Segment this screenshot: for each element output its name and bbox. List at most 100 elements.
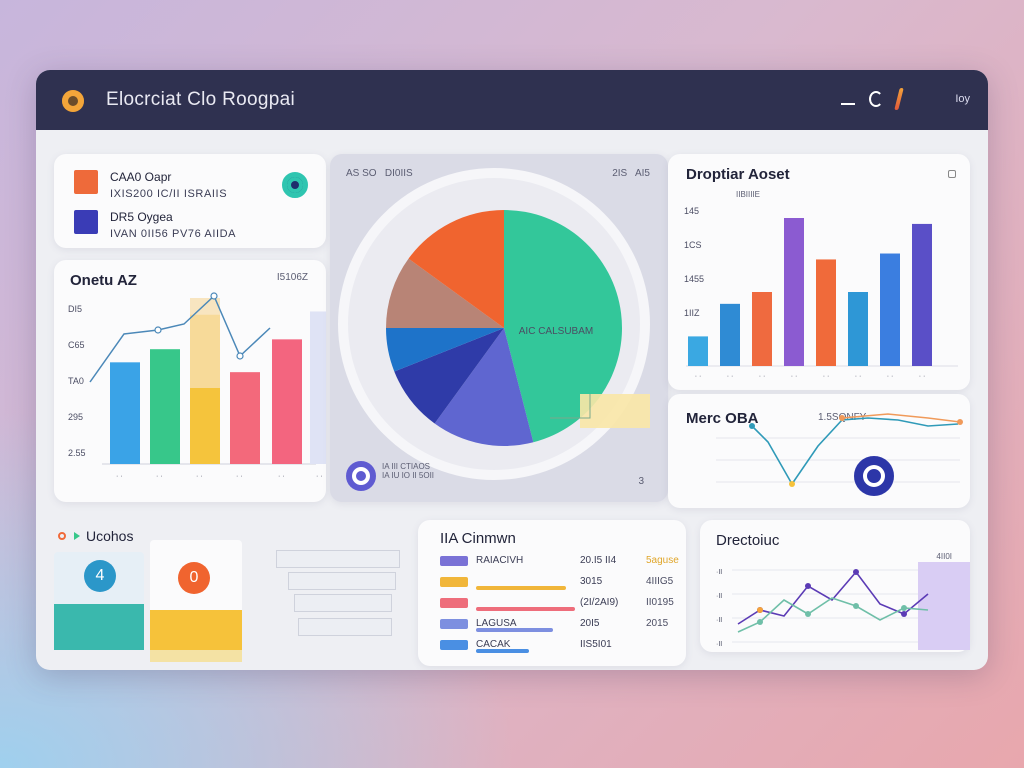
row-progress [476, 607, 575, 611]
sheet [298, 618, 392, 636]
bar-overlay [190, 298, 220, 388]
kpi-item[interactable]: CAA0 Oapr IXIS200 IC/II ISRAIIS [74, 170, 227, 200]
pie-slice [394, 328, 504, 424]
y-tick-label: ·II [716, 641, 722, 648]
metric-point [957, 419, 963, 425]
bar [816, 259, 836, 366]
y-tick-label: C65 [68, 340, 85, 350]
row-value: IIS5I01 [580, 639, 612, 650]
kpi-sub: IXIS200 IC/II ISRAIIS [110, 188, 228, 200]
y-tick-label: 2.55 [68, 448, 86, 458]
breakdown-row[interactable]: CACAK IIS5I01 [440, 639, 678, 654]
tile-footer-strip [150, 650, 242, 662]
combo-chart-card: Onetu AZ I5106Z DI5 C65 TA0 295 2.55 · · · · · … [54, 260, 326, 502]
popular-title: Droptiar Aoset [686, 166, 790, 183]
row-extra: 5aguse [646, 555, 679, 566]
x-tick-label: · · [156, 473, 163, 480]
series-point [805, 583, 811, 589]
metric-chart-card: Merc OBA 1.5SQNFY [668, 394, 970, 508]
pie-slice [434, 328, 534, 446]
metric-point [749, 423, 755, 429]
row-swatch [440, 619, 468, 629]
pie-chart-card: AS SO DI0IIS 2IS AI5 AIC CALSUBAM IA III… [330, 154, 668, 502]
refresh-icon[interactable] [869, 91, 884, 107]
row-label: LAGUSA [476, 618, 517, 629]
metric-line-secondary [841, 413, 961, 423]
y-tick-label: 145 [684, 206, 699, 216]
breakdown-row[interactable]: 3015 4IIIG5 [440, 576, 678, 591]
kpi-item[interactable]: DR5 Oygea IVAN 0II56 PV76 AIIDA [74, 210, 236, 240]
series-point [853, 569, 859, 575]
callout-box [580, 394, 650, 428]
y-tick-label: TA0 [68, 376, 84, 386]
highlight-band [918, 562, 970, 650]
users-title: Ucohos [86, 528, 134, 544]
series-point [757, 607, 763, 613]
x-tick-label: · · [823, 373, 830, 380]
app-logo-icon [62, 90, 84, 112]
pie-slice [386, 328, 504, 372]
x-tick-label: · · [196, 473, 203, 480]
bar [272, 339, 302, 464]
window-controls: Ioy [841, 88, 970, 110]
row-progress [476, 586, 566, 590]
row-value: (2I/2AI9) [580, 597, 619, 608]
metric-point [839, 415, 845, 421]
bullet-icon [58, 532, 66, 540]
bar [848, 292, 868, 366]
y-tick-label: ·II [716, 593, 722, 600]
x-tick-label: · · [695, 373, 702, 380]
row-extra: 2015 [646, 618, 669, 629]
y-tick-label: 1CS [684, 240, 702, 250]
kpi-title: CAA0 Oapr [110, 170, 172, 184]
target-icon[interactable] [282, 172, 308, 198]
target-icon[interactable] [854, 456, 894, 496]
metric-point [789, 481, 795, 487]
bar [230, 372, 260, 464]
row-progress [476, 649, 529, 653]
user-label[interactable]: Ioy [955, 93, 970, 105]
row-extra: II0195 [646, 597, 674, 608]
kpi-title: DR5 Oygea [110, 210, 173, 224]
series-point [853, 603, 859, 609]
pie-slice [386, 258, 504, 328]
directory-legend: 4II0I [936, 552, 952, 561]
bolt-icon[interactable] [894, 88, 905, 110]
x-tick-label: · · [116, 473, 123, 480]
y-tick-label: 1455 [684, 274, 704, 284]
sheet [276, 550, 400, 568]
tile-count: 0 [178, 562, 210, 594]
trend-point [210, 292, 218, 300]
sheet [288, 572, 396, 590]
breakdown-row[interactable]: RAIACIVH 20.I5 II4 5aguse [440, 555, 679, 570]
x-tick-label: · · [278, 473, 285, 480]
pie-center-label: AIC CALSUBAM [519, 326, 593, 337]
legend-dot-icon [346, 461, 376, 491]
bar [912, 223, 932, 366]
directory-chart-card: Drectoiuc 4II0I ·II ·II ·II ·II [700, 520, 970, 652]
user-tile[interactable]: 4 [54, 552, 144, 650]
kpi-card: CAA0 Oapr IXIS200 IC/II ISRAIIS DR5 Oyge… [54, 154, 326, 248]
title-bar: Elocrciat Clo Roogpai Ioy [36, 70, 988, 130]
metric-title: Merc OBA [686, 410, 759, 427]
kpi-swatch [74, 210, 98, 234]
breakdown-row[interactable]: (2I/2AI9) II0195 [440, 597, 678, 612]
user-tile[interactable]: 0 [150, 540, 242, 662]
series-point [901, 611, 907, 617]
row-swatch [440, 556, 468, 566]
pie-slice [408, 210, 504, 328]
tile-footer [54, 604, 144, 650]
popular-subtitle: IIBIIIIE [736, 190, 761, 199]
callout-line [550, 394, 591, 419]
document-stack[interactable] [260, 550, 410, 650]
series-line [737, 570, 929, 625]
breakdown-row[interactable]: LAGUSA 20I5 2015 [440, 618, 678, 633]
row-value: 20I5 [580, 618, 600, 629]
trend-point [154, 326, 162, 334]
pie-header-right: 2IS AI5 [612, 168, 650, 179]
row-swatch [440, 640, 468, 650]
card-menu-icon[interactable] [948, 170, 956, 178]
bar [720, 303, 740, 366]
minimize-icon[interactable] [841, 103, 856, 105]
series-point [901, 605, 907, 611]
